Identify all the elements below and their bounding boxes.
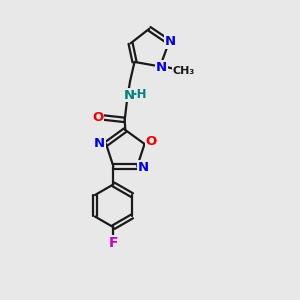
- Text: O: O: [92, 111, 104, 124]
- Text: N: N: [156, 61, 167, 74]
- Text: O: O: [146, 135, 157, 148]
- Text: CH₃: CH₃: [173, 66, 195, 76]
- Text: N: N: [94, 137, 105, 150]
- Text: N: N: [138, 161, 149, 174]
- Text: F: F: [109, 236, 118, 250]
- Text: N: N: [165, 35, 176, 48]
- Text: N: N: [124, 89, 135, 102]
- Text: ·H: ·H: [132, 88, 147, 101]
